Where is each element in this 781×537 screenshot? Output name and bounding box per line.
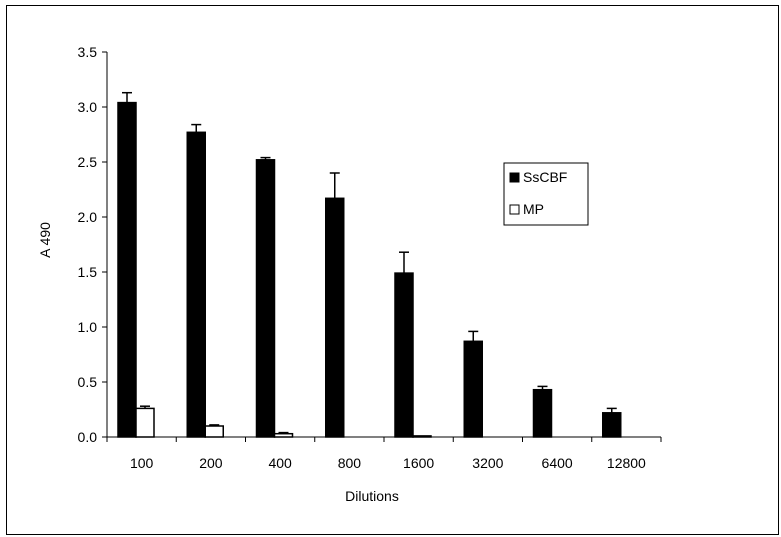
x-axis-title: Dilutions — [345, 488, 399, 504]
x-tick-label: 12800 — [607, 455, 646, 471]
bar-mp — [412, 435, 432, 438]
y-tick-label: 1.5 — [78, 264, 98, 280]
bar-sscbf — [325, 197, 345, 438]
legend-label-sscbf: SsCBF — [523, 169, 567, 185]
y-tick-label: 2.5 — [78, 154, 98, 170]
x-tick-label: 200 — [199, 455, 223, 471]
y-tick-label: 3.0 — [78, 99, 98, 115]
y-tick-label: 0.0 — [78, 429, 98, 445]
bar-mp — [204, 425, 224, 438]
x-tick-label: 1600 — [403, 455, 434, 471]
bar-sscbf — [255, 159, 276, 438]
x-tick-label: 400 — [268, 455, 292, 471]
y-ticks: 0.0 0.5 1.0 1.5 2.0 2.5 3.0 3.5 — [78, 44, 107, 445]
bar-mp — [273, 432, 294, 438]
bar-sscbf — [186, 131, 206, 438]
bar-sscbf — [117, 101, 137, 438]
y-tick-label: 1.0 — [78, 319, 98, 335]
x-tick-label: 800 — [338, 455, 362, 471]
legend: SsCBF MP — [503, 162, 589, 226]
bar-sscbf — [463, 340, 483, 438]
y-tick-label: 2.0 — [78, 209, 98, 225]
bar-sscbf — [602, 412, 622, 438]
y-tick-label: 0.5 — [78, 374, 98, 390]
legend-swatch-sscbf — [509, 172, 520, 183]
y-axis-title: A 490 — [37, 222, 53, 258]
error-bars — [122, 91, 617, 434]
y-tick-label: 3.5 — [78, 44, 98, 60]
bar-mp — [135, 407, 155, 438]
legend-swatch-mp — [509, 204, 520, 215]
x-tick-label: 6400 — [542, 455, 573, 471]
bar-sscbf — [532, 388, 553, 438]
x-ticks: 100 200 400 800 1600 3200 6400 12800 — [106, 437, 662, 471]
legend-label-mp: MP — [523, 201, 544, 217]
x-tick-label: 3200 — [472, 455, 503, 471]
bar-sscbf — [394, 272, 414, 438]
x-tick-label: 100 — [130, 455, 154, 471]
